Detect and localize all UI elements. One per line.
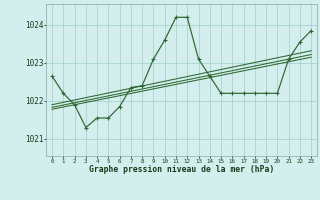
X-axis label: Graphe pression niveau de la mer (hPa): Graphe pression niveau de la mer (hPa) [89,165,274,174]
